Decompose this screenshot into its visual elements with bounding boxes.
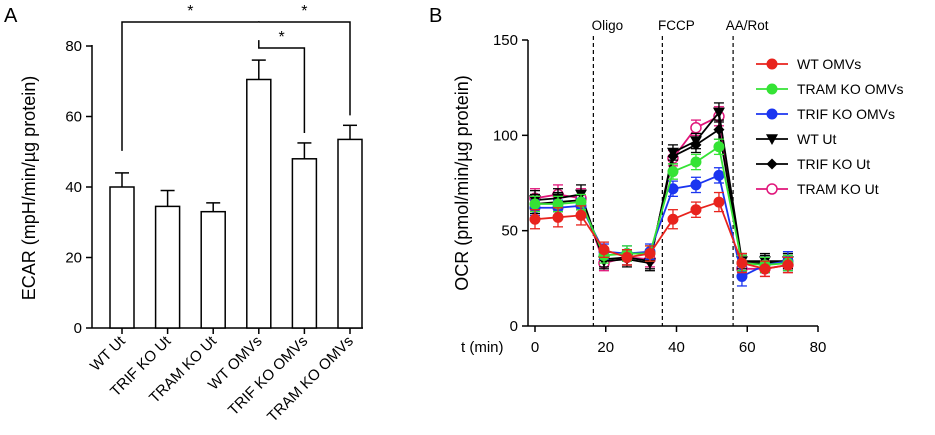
panel-b-series xyxy=(529,191,794,278)
panel-b-x-tick-label: 80 xyxy=(810,339,827,356)
panel-b-data-point xyxy=(713,196,725,208)
panel-a-category-label: WT Ut xyxy=(87,332,129,374)
panel-b-data-point xyxy=(552,211,564,223)
panel-b-data-point xyxy=(666,147,679,159)
panel-b-data-point xyxy=(689,136,702,148)
panel-b-series xyxy=(529,102,794,272)
panel-b-y-tick-label: 150 xyxy=(493,32,518,49)
legend-item: TRAM KO OMVs xyxy=(756,81,904,97)
panel-b-injection-label: FCCP xyxy=(658,18,695,33)
legend-label: WT OMVs xyxy=(797,56,861,72)
panel-b-y-axis-label: OCR (pmol/min/µg protein) xyxy=(452,75,472,290)
panel-b-x-axis-label: t (min) xyxy=(461,339,504,356)
panel-b-x-tick-label: 60 xyxy=(739,339,756,356)
panel-b-plot: 0 50 100 150 0 20 40 60 80 Oligo FCCP AA/Rot xyxy=(493,18,826,356)
panel-a-y-tick-label: 60 xyxy=(65,109,82,126)
panel-b-y-tick-label: 100 xyxy=(493,127,518,144)
panel-a-y-axis-label: ECAR (mpH/min/µg protein) xyxy=(19,76,39,300)
panel-b-y-tick-label: 50 xyxy=(501,223,518,240)
panel-b-data-point xyxy=(621,251,633,263)
significance-star: * xyxy=(301,3,307,20)
panel-b-data-point xyxy=(690,179,702,191)
panel-b-data-point xyxy=(575,209,587,221)
panel-b-injection-label: Oligo xyxy=(592,18,624,33)
panel-b-data-point xyxy=(759,263,771,275)
panel-b-data-point xyxy=(690,121,702,134)
panel-a-y-tick-label: 80 xyxy=(65,38,82,55)
legend-item: TRIF KO Ut xyxy=(756,156,870,172)
panel-a-y-tick-label: 20 xyxy=(65,250,82,267)
legend-marker xyxy=(766,108,778,120)
panel-b-data-point xyxy=(598,244,610,256)
panel-b-y-tick-label: 0 xyxy=(510,318,518,335)
panel-b-series xyxy=(529,106,794,278)
panel-b-x-tick-label: 20 xyxy=(597,339,614,356)
significance-bracket xyxy=(258,21,351,116)
significance-star: * xyxy=(187,3,193,20)
panel-b-x-tick-label: 40 xyxy=(668,339,685,356)
panel-b-data-point xyxy=(736,257,748,269)
panel-b-series-line xyxy=(534,114,789,270)
legend-item: WT OMVs xyxy=(756,56,861,72)
panel-b-data-point xyxy=(529,198,541,210)
panel-a-bar xyxy=(246,78,272,329)
legend-item: WT Ut xyxy=(756,131,837,147)
panel-b-data-point xyxy=(782,259,794,271)
panel-b-data-point xyxy=(713,169,725,181)
legend-label: TRIF KO Ut xyxy=(797,156,870,172)
panel-b-data-point xyxy=(713,141,725,153)
panel-b-data-point xyxy=(644,248,656,260)
panel-a-bar xyxy=(200,210,226,329)
legend-marker xyxy=(766,83,778,95)
panel-b-legend: WT OMVs TRAM KO OMVs TRIF KO OMVs WT Ut TRIF… xyxy=(756,56,904,197)
legend-label: TRAM KO OMVs xyxy=(797,81,904,97)
panel-a-bar xyxy=(291,158,318,329)
legend-marker xyxy=(766,158,778,170)
legend-label: TRIF KO OMVs xyxy=(797,106,895,122)
legend-label: TRAM KO Ut xyxy=(797,181,879,197)
significance-bracket xyxy=(258,40,306,133)
panel-a-bar xyxy=(154,205,181,329)
significance-bracket xyxy=(121,21,260,151)
panel-b-data-point xyxy=(667,166,679,178)
significance-star: * xyxy=(278,29,284,46)
panel-a-y-tick-label: 0 xyxy=(74,320,82,337)
panel-a-letter: A xyxy=(4,5,18,27)
legend-marker xyxy=(766,58,778,70)
legend-item: TRAM KO Ut xyxy=(756,181,879,197)
panel-a-y-tick-label: 40 xyxy=(65,179,82,196)
panel-b-data-point xyxy=(712,107,725,119)
panel-b-data-point xyxy=(690,156,702,168)
panel-a-bar xyxy=(337,138,363,329)
legend-marker xyxy=(766,183,778,195)
panel-b-x-tick-label: 0 xyxy=(531,339,539,356)
panel-b-letter: B xyxy=(429,5,442,27)
legend-item: TRIF KO OMVs xyxy=(756,106,895,122)
panel-b-data-point xyxy=(690,204,702,216)
panel-a-bar xyxy=(109,186,135,329)
panel-a-category-label: TRAM KO OMVs xyxy=(264,333,357,426)
panel-b-injection-label: AA/Rot xyxy=(726,18,769,33)
panel-b-series-line xyxy=(534,110,788,265)
legend-label: WT Ut xyxy=(797,131,837,147)
panel-a-category-label: TRIF KO OMVs xyxy=(225,333,311,419)
panel-b-data-point xyxy=(667,213,679,225)
panel-b-data-point xyxy=(529,213,541,225)
legend-marker xyxy=(766,134,778,145)
